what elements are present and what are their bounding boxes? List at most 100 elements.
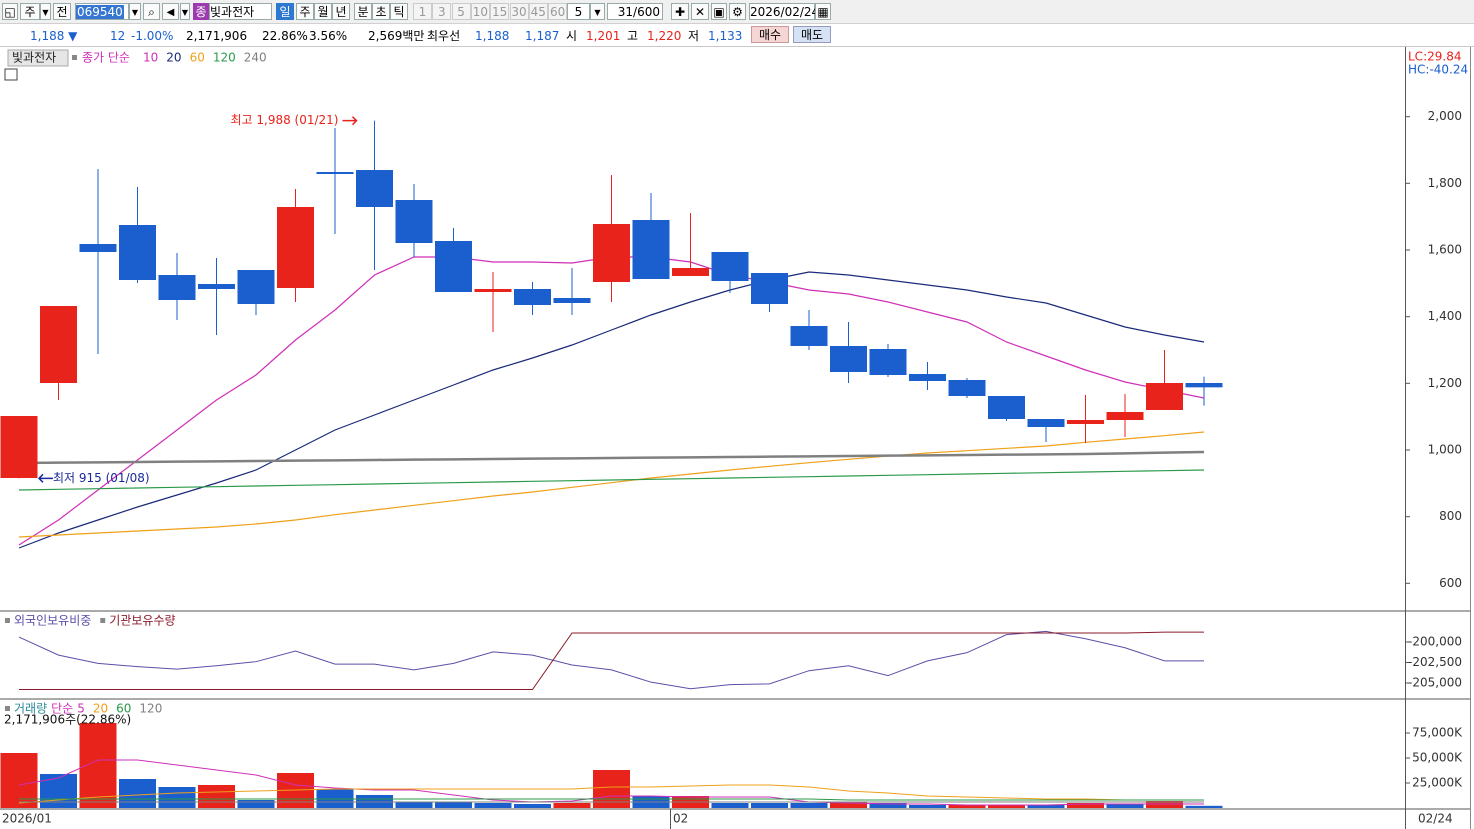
period-button[interactable]: 틱 — [390, 3, 408, 20]
y-tick-label: -202,500 — [1408, 655, 1462, 669]
low-label: 저 — [688, 29, 700, 43]
candle-body — [356, 170, 393, 207]
line-series — [18, 450, 1205, 465]
menu-icon[interactable]: ◱ — [2, 3, 18, 20]
legend-marker — [5, 618, 10, 623]
period-button[interactable]: 주 — [296, 3, 314, 20]
legend-entry: 60 — [116, 702, 131, 716]
price: 1,188 ▼ — [30, 29, 78, 43]
interval-button[interactable]: 10 — [470, 3, 490, 20]
candle-body — [711, 252, 749, 281]
y-tick-label: 1,200 — [1428, 376, 1462, 390]
search-button[interactable]: ⌕ — [143, 3, 160, 20]
candle-body — [514, 289, 551, 305]
interval-button[interactable]: 1 — [413, 3, 432, 20]
interval-button[interactable]: 5 — [451, 3, 471, 20]
candle-body — [988, 396, 1025, 419]
high: 1,220 — [647, 29, 682, 43]
interval-button[interactable]: 3 — [432, 3, 452, 20]
candle-body — [474, 289, 512, 292]
plot-background — [0, 47, 1474, 829]
volume-bar — [830, 802, 867, 808]
dropdown-arrow[interactable]: ▼ — [590, 3, 605, 20]
x-tick-label: 02 — [673, 812, 688, 826]
line-series — [18, 630, 1204, 690]
legend-title: 빛과전자 — [12, 51, 56, 65]
candle-body — [672, 268, 709, 276]
y-tick-label: 2,000 — [1428, 109, 1462, 123]
period-button[interactable]: 초 — [372, 3, 390, 20]
save-button[interactable]: ▣ — [711, 3, 727, 20]
volume-bar — [158, 787, 196, 808]
quote-bar: 1,188 ▼ 12 -1.00% 2,171,906 22.86% 3.56%… — [0, 24, 1474, 47]
candle-body — [79, 244, 117, 252]
count-input[interactable]: 5 — [567, 3, 590, 20]
candle-body — [1146, 383, 1183, 410]
legend-entry: 5 — [77, 702, 85, 716]
volume-bar — [119, 779, 156, 808]
period-button[interactable]: 년 — [332, 3, 350, 20]
line-series — [19, 631, 1204, 691]
period-button[interactable]: 월 — [314, 3, 332, 20]
y-tick-label: 600 — [1439, 576, 1462, 590]
x-tick-label: 2026/01 — [2, 812, 52, 826]
sell-button[interactable]: 매도 — [793, 26, 831, 43]
period-button[interactable]: 분 — [354, 3, 372, 20]
candle-body — [119, 225, 156, 280]
legend-ma-label: 종가 단순 — [82, 51, 130, 65]
calendar-button[interactable]: ▦ — [815, 3, 831, 20]
candle-body — [830, 346, 867, 372]
speaker-button[interactable]: ◀ — [162, 3, 179, 20]
interval-button[interactable]: 45 — [528, 3, 548, 20]
volume-bar — [474, 803, 512, 808]
candle-body — [435, 241, 472, 292]
candle-body — [40, 306, 77, 383]
y-tick-label: 25,000K — [1412, 776, 1463, 790]
volume-bar — [0, 753, 38, 808]
legend-marker — [5, 706, 10, 711]
market-select[interactable]: 주 — [20, 3, 40, 20]
volume-rate: 22.86% — [262, 29, 308, 43]
code-text: 069540 — [76, 5, 124, 19]
dropdown-arrow[interactable]: ▼ — [129, 3, 141, 20]
interval-button[interactable]: 15 — [490, 3, 510, 20]
volume-bar — [1027, 805, 1065, 808]
volume-bar — [711, 803, 749, 808]
y-tick-label: -205,000 — [1408, 676, 1462, 690]
volume-bar — [751, 803, 788, 808]
y-tick-label: 800 — [1439, 509, 1462, 523]
date-input[interactable]: 2026/02/24 — [749, 3, 820, 20]
stock-name[interactable]: 빛과전자 — [209, 3, 272, 20]
y-tick-label: 50,000K — [1412, 751, 1463, 765]
dropdown-arrow[interactable]: ▼ — [180, 3, 190, 20]
candle-body — [751, 273, 788, 304]
change-rate: -1.00% — [131, 29, 174, 43]
candle-body — [1067, 420, 1104, 424]
interval-button[interactable]: 60 — [548, 3, 568, 20]
legend-marker — [100, 618, 106, 623]
line-series — [18, 271, 1205, 549]
dropdown-arrow[interactable]: ▼ — [40, 3, 51, 20]
line-series — [18, 469, 1205, 491]
volume-bar — [198, 785, 235, 808]
code-input[interactable]: 069540 — [75, 3, 129, 20]
tool-button[interactable]: ✚ — [671, 3, 689, 20]
low-annotation: 최저 915 (01/08) — [53, 471, 150, 485]
candle-body — [277, 207, 314, 288]
volume-bar — [1106, 804, 1144, 808]
buy-button[interactable]: 매수 — [751, 26, 789, 43]
tool-button[interactable]: ✕ — [691, 3, 709, 20]
interval-button[interactable]: 30 — [509, 3, 529, 20]
candle-body — [395, 200, 433, 243]
volume-bar — [869, 803, 907, 808]
candle-body — [316, 172, 354, 174]
high-label: 고 — [627, 29, 639, 43]
settings-button[interactable]: ⚙ — [729, 3, 746, 20]
period-button[interactable]: 일 — [276, 3, 294, 20]
prev-button[interactable]: 전 — [53, 3, 71, 20]
legend-title: 거래량 — [14, 702, 47, 716]
volume-bar — [909, 805, 946, 808]
line-series — [18, 784, 1204, 804]
